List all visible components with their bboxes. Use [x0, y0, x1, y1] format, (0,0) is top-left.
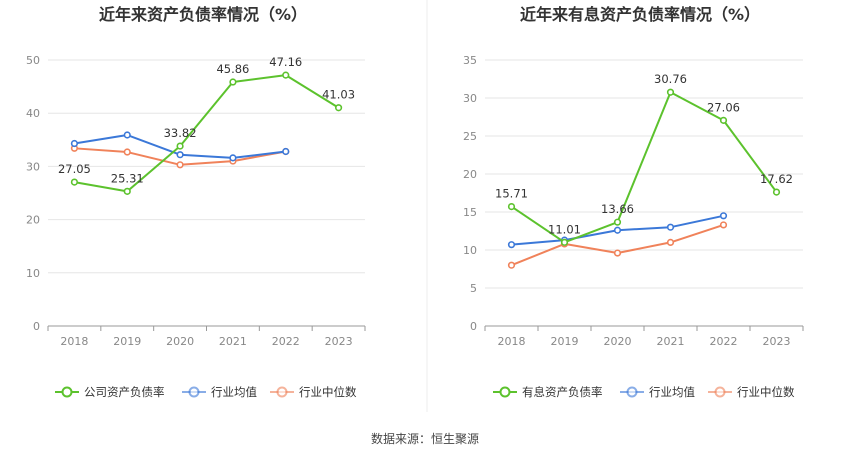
legend-label[interactable]: 行业中位数	[737, 385, 795, 399]
axes: 0 5 10 15 20 25 30 35 2018 2019 2020 2021 2022 2023	[463, 54, 804, 348]
legend-label[interactable]: 行业中位数	[299, 385, 357, 399]
data-point[interactable]	[176, 151, 184, 159]
x-tick-label: 2021	[657, 335, 685, 348]
data-label: 33.82	[164, 126, 197, 140]
series-line	[74, 74, 340, 193]
data-point[interactable]	[70, 178, 79, 186]
data-label: 27.05	[58, 162, 91, 176]
data-point[interactable]	[507, 261, 516, 269]
x-tick-label: 2020	[604, 335, 632, 348]
interest-debt-ratio-chart: 近年来有息资产负债率情况（%） 0 5 10 15 20 25 30 35 2018 2019 20…	[463, 5, 804, 399]
x-tick-label: 2022	[272, 335, 300, 348]
x-tick-label: 2019	[113, 335, 141, 348]
data-point[interactable]	[666, 88, 675, 96]
data-point[interactable]	[666, 238, 675, 246]
x-tick-label: 2021	[219, 335, 247, 348]
legend-label[interactable]: 行业均值	[649, 385, 695, 399]
x-tick-label: 2023	[763, 335, 791, 348]
axes: 0 10 20 30 40 50 2018 2019 2020 2021 2022 2023	[26, 54, 366, 348]
chart-title: 近年来资产负债率情况（%）	[99, 5, 307, 24]
legend-swatch-marker[interactable]	[276, 386, 288, 398]
data-labels: 15.71 11.01 13.66 30.76 27.06 17.62	[495, 72, 793, 236]
data-point[interactable]	[70, 139, 79, 148]
data-point[interactable]	[176, 161, 184, 169]
data-point[interactable]	[772, 188, 781, 196]
data-point[interactable]	[719, 116, 728, 124]
legend-label[interactable]: 公司资产负债率	[84, 385, 165, 399]
data-label: 17.62	[760, 172, 793, 186]
x-tick-label: 2019	[551, 335, 579, 348]
y-tick-label: 5	[470, 282, 477, 295]
x-tick-label: 2022	[710, 335, 738, 348]
legend: 公司资产负债率 行业均值 行业中位数	[55, 385, 357, 399]
series-group	[70, 71, 343, 195]
data-point[interactable]	[282, 147, 290, 156]
data-point[interactable]	[507, 241, 516, 249]
data-label: 47.16	[269, 55, 302, 69]
data-point[interactable]	[719, 212, 728, 220]
y-tick-label: 20	[463, 168, 477, 181]
data-label: 11.01	[548, 222, 581, 236]
data-point[interactable]	[613, 249, 622, 257]
grid-lines	[485, 59, 803, 289]
y-tick-label: 50	[26, 54, 40, 67]
y-tick-label: 25	[463, 130, 477, 143]
legend-swatch-marker[interactable]	[626, 386, 638, 398]
y-tick-label: 20	[26, 214, 40, 227]
data-label: 30.76	[654, 72, 687, 86]
legend-label[interactable]: 有息资产负债率	[522, 385, 603, 399]
y-tick-label: 10	[463, 244, 477, 257]
legend-swatch-marker[interactable]	[188, 386, 200, 398]
series-line	[510, 91, 778, 244]
y-tick-label: 30	[463, 92, 477, 105]
data-point[interactable]	[123, 131, 131, 139]
y-tick-label: 35	[463, 54, 477, 67]
data-point[interactable]	[613, 218, 622, 226]
data-point[interactable]	[666, 223, 675, 231]
data-source: 数据来源：恒生聚源	[371, 431, 479, 446]
data-point[interactable]	[282, 71, 290, 79]
data-point[interactable]	[229, 154, 237, 162]
legend-swatch-marker[interactable]	[499, 386, 511, 398]
data-label: 13.66	[601, 202, 634, 216]
data-point[interactable]	[229, 78, 237, 86]
data-point[interactable]	[719, 221, 728, 229]
data-point[interactable]	[507, 203, 516, 211]
grid-lines	[48, 59, 365, 274]
y-tick-label: 0	[33, 320, 40, 333]
data-point[interactable]	[613, 226, 622, 234]
data-label: 45.86	[216, 62, 249, 76]
series-group	[507, 88, 781, 269]
debt-ratio-chart: 近年来资产负债率情况（%） 0 10 20 30 40 50 2018 2019 2020 202…	[26, 5, 366, 399]
data-point[interactable]	[176, 142, 184, 150]
data-label: 27.06	[707, 100, 740, 114]
chart-title: 近年来有息资产负债率情况（%）	[520, 5, 760, 24]
x-tick-label: 2018	[60, 335, 88, 348]
data-label: 41.03	[322, 88, 355, 102]
y-tick-label: 15	[463, 206, 477, 219]
data-point[interactable]	[560, 238, 569, 246]
data-label: 15.71	[495, 187, 528, 201]
y-tick-label: 10	[26, 267, 40, 280]
y-tick-label: 40	[26, 107, 40, 120]
legend: 有息资产负债率 行业均值 行业中位数	[493, 385, 795, 399]
legend-swatch-marker[interactable]	[714, 386, 726, 398]
x-tick-label: 2023	[325, 335, 353, 348]
data-labels: 27.05 25.31 33.82 45.86 47.16 41.03	[58, 55, 355, 185]
data-point[interactable]	[334, 104, 343, 112]
y-tick-label: 0	[470, 320, 477, 333]
x-tick-label: 2020	[166, 335, 194, 348]
y-tick-label: 30	[26, 160, 40, 173]
legend-swatch-marker[interactable]	[61, 386, 73, 398]
data-point[interactable]	[123, 187, 131, 195]
x-tick-label: 2018	[498, 335, 526, 348]
legend-label[interactable]: 行业均值	[211, 385, 257, 399]
data-label: 25.31	[111, 171, 144, 185]
data-point[interactable]	[123, 148, 131, 156]
